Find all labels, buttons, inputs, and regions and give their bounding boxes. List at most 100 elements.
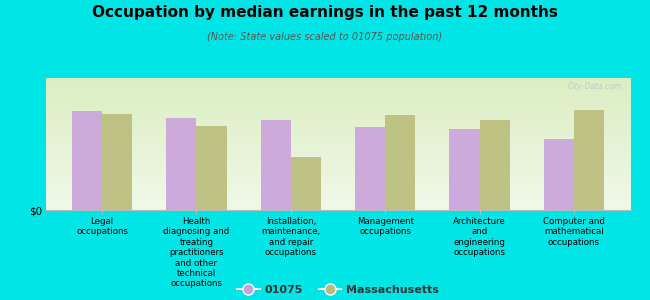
Bar: [46, 114, 630, 115]
Bar: [46, 132, 630, 134]
Bar: [46, 154, 630, 156]
Bar: [46, 136, 630, 137]
Bar: [46, 122, 630, 123]
Bar: [46, 198, 630, 200]
Bar: [46, 163, 630, 164]
Bar: [46, 173, 630, 174]
Bar: [574, 110, 604, 210]
Bar: [46, 169, 630, 170]
Bar: [46, 130, 630, 131]
Bar: [46, 103, 630, 104]
Bar: [46, 203, 630, 205]
Bar: [46, 111, 630, 112]
Bar: [46, 185, 630, 186]
Bar: [46, 178, 630, 180]
Bar: [46, 186, 630, 188]
Bar: [46, 137, 630, 139]
Bar: [355, 127, 385, 210]
Bar: [46, 123, 630, 124]
Bar: [46, 119, 630, 120]
Bar: [46, 82, 630, 83]
Bar: [46, 176, 630, 177]
Bar: [46, 94, 630, 95]
Bar: [46, 164, 630, 165]
Bar: [46, 81, 630, 82]
Bar: [46, 157, 630, 158]
Bar: [46, 95, 630, 97]
Bar: [46, 177, 630, 178]
Bar: [46, 141, 630, 143]
Bar: [46, 87, 630, 88]
Bar: [46, 151, 630, 152]
Bar: [46, 153, 630, 154]
Bar: [46, 184, 630, 185]
Bar: [46, 145, 630, 147]
Bar: [46, 188, 630, 189]
Bar: [46, 108, 630, 110]
Bar: [480, 120, 510, 210]
Bar: [46, 86, 630, 87]
Bar: [46, 140, 630, 141]
Bar: [46, 88, 630, 90]
Bar: [46, 131, 630, 132]
Text: Occupation by median earnings in the past 12 months: Occupation by median earnings in the pas…: [92, 4, 558, 20]
Bar: [46, 143, 630, 144]
Bar: [196, 125, 227, 210]
Bar: [46, 92, 630, 94]
Bar: [46, 193, 630, 194]
Bar: [46, 91, 630, 92]
Bar: [46, 168, 630, 169]
Bar: [46, 167, 630, 168]
Bar: [46, 104, 630, 106]
Bar: [46, 209, 630, 210]
Bar: [46, 190, 630, 191]
Bar: [46, 206, 630, 207]
Bar: [46, 99, 630, 100]
Bar: [166, 118, 196, 210]
Bar: [46, 127, 630, 128]
Bar: [46, 165, 630, 166]
Bar: [102, 114, 133, 210]
Bar: [261, 120, 291, 210]
Bar: [46, 116, 630, 118]
Bar: [46, 102, 630, 103]
Bar: [385, 115, 415, 210]
Bar: [46, 148, 630, 149]
Bar: [46, 134, 630, 135]
Bar: [46, 118, 630, 119]
Bar: [46, 110, 630, 111]
Bar: [46, 207, 630, 209]
Bar: [46, 161, 630, 163]
Bar: [46, 189, 630, 190]
Bar: [46, 182, 630, 184]
Bar: [46, 115, 630, 116]
Bar: [46, 202, 630, 203]
Bar: [46, 180, 630, 181]
Bar: [46, 149, 630, 151]
Bar: [46, 90, 630, 91]
Bar: [46, 197, 630, 198]
Bar: [46, 139, 630, 140]
Bar: [46, 124, 630, 125]
Text: (Note: State values scaled to 01075 population): (Note: State values scaled to 01075 popu…: [207, 32, 443, 41]
Bar: [449, 130, 480, 210]
Bar: [46, 205, 630, 206]
Bar: [46, 172, 630, 173]
Bar: [46, 181, 630, 182]
Bar: [543, 139, 574, 210]
Bar: [46, 97, 630, 98]
Bar: [46, 85, 630, 86]
Bar: [46, 191, 630, 193]
Bar: [46, 128, 630, 130]
Bar: [46, 147, 630, 148]
Legend: 01075, Massachusetts: 01075, Massachusetts: [233, 280, 443, 299]
Text: City-Data.com: City-Data.com: [567, 82, 621, 91]
Bar: [46, 106, 630, 107]
Bar: [46, 78, 630, 79]
Bar: [46, 160, 630, 161]
Bar: [46, 170, 630, 172]
Bar: [46, 112, 630, 114]
Bar: [46, 135, 630, 136]
Bar: [46, 152, 630, 153]
Bar: [46, 107, 630, 108]
